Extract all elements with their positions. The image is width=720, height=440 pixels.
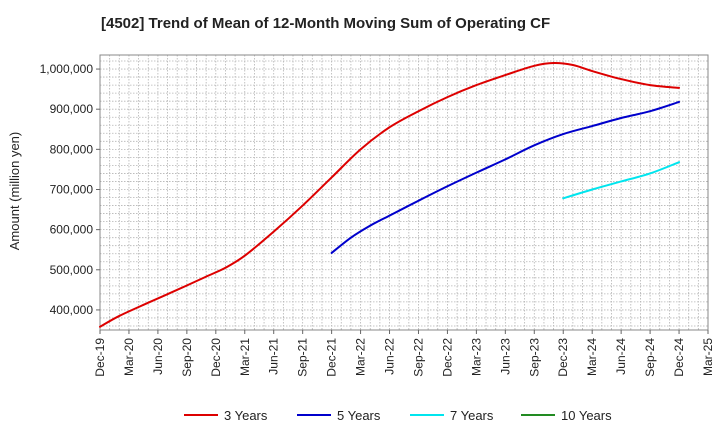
series-line-3-years <box>99 62 681 328</box>
series-lines <box>99 62 681 328</box>
legend: 3 Years 5 Years 7 Years 10 Years <box>184 408 612 423</box>
legend-label-5-years: 5 Years <box>337 408 381 423</box>
x-tick-label: Jun-24 <box>614 338 628 375</box>
x-tick-label: Jun-20 <box>151 338 165 375</box>
x-tick-label: Dec-20 <box>209 338 223 377</box>
y-tick-label: 400,000 <box>50 303 94 317</box>
x-tick-label: Sep-24 <box>643 338 657 377</box>
x-tick-label: Sep-23 <box>527 338 541 377</box>
x-tick-label: Dec-22 <box>440 338 454 377</box>
x-tick-label: Dec-24 <box>672 338 686 377</box>
x-tick-label: Mar-22 <box>354 338 368 376</box>
x-tick-label: Dec-21 <box>325 338 339 377</box>
x-tick-label: Jun-21 <box>267 338 281 375</box>
series-line-5-years <box>330 100 681 254</box>
y-tick-label: 900,000 <box>50 102 94 116</box>
series-line-7-years <box>562 161 681 200</box>
x-tick-label: Mar-20 <box>122 338 136 376</box>
y-tick-label: 700,000 <box>50 182 94 196</box>
x-tick-label: Sep-21 <box>296 338 310 377</box>
x-tick-label: Sep-20 <box>180 338 194 377</box>
x-tick-label: Dec-23 <box>556 338 570 377</box>
x-tick-label: Mar-24 <box>585 338 599 376</box>
chart-title: [4502] Trend of Mean of 12-Month Moving … <box>101 15 550 32</box>
x-tick-label: Jun-23 <box>498 338 512 375</box>
y-tick-label: 500,000 <box>50 263 94 277</box>
legend-label-7-years: 7 Years <box>450 408 494 423</box>
y-axis-ticks: 400,000 500,000 600,000 700,000 800,000 900,0… <box>40 62 100 317</box>
plot-area-frame <box>99 54 709 331</box>
x-tick-label: Dec-19 <box>93 338 107 377</box>
y-axis-label: Amount (million yen) <box>7 132 22 251</box>
x-tick-label: Sep-22 <box>411 338 425 377</box>
y-tick-label: 600,000 <box>50 223 94 237</box>
x-tick-label: Mar-23 <box>469 338 483 376</box>
x-tick-label: Jun-22 <box>383 338 397 375</box>
y-tick-label: 1,000,000 <box>40 62 94 76</box>
x-tick-label: Mar-21 <box>238 338 252 376</box>
x-tick-label: Mar-25 <box>701 338 715 376</box>
gridlines <box>100 55 708 330</box>
x-axis-ticks: Dec-19 Mar-20 Jun-20 Sep-20 Dec-20 Mar-21 Jun-… <box>93 330 715 377</box>
legend-label-3-years: 3 Years <box>224 408 268 423</box>
y-tick-label: 800,000 <box>50 142 94 156</box>
legend-label-10-years: 10 Years <box>561 408 612 423</box>
